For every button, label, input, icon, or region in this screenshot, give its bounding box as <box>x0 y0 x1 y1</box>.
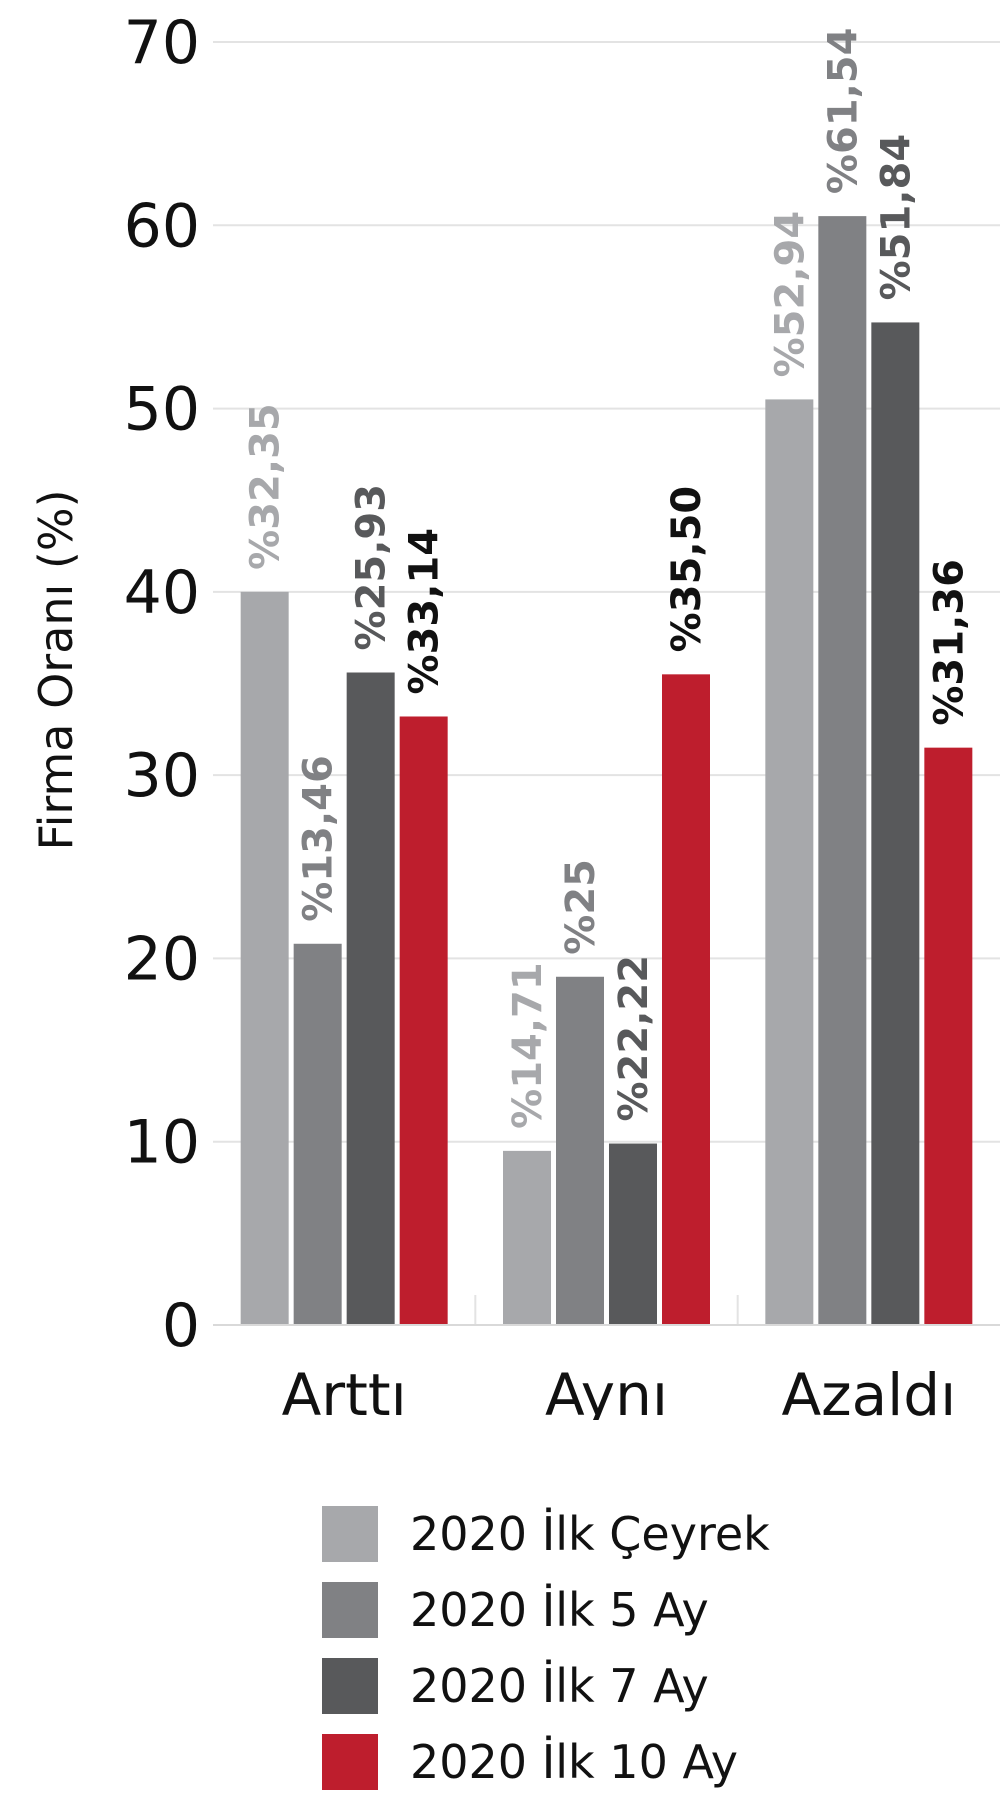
bar <box>871 322 920 1326</box>
data-label: %14,71 <box>505 962 551 1129</box>
legend-swatch-1 <box>322 1506 378 1562</box>
legend-label: 2020 İlk Çeyrek <box>410 1507 770 1561</box>
data-label: %33,14 <box>402 528 448 695</box>
data-label: %25,93 <box>349 484 395 651</box>
y-tick-label: 20 <box>124 924 200 994</box>
legend-label: 2020 İlk 10 Ay <box>410 1735 739 1789</box>
gridlines <box>213 41 1000 1325</box>
data-label: %51,84 <box>873 134 919 301</box>
data-label: %52,94 <box>767 211 813 378</box>
legend-label: 2020 İlk 5 Ay <box>410 1583 709 1637</box>
category-labels: Arttı Aynı Azaldı <box>282 1361 957 1420</box>
data-label: %61,54 <box>820 28 866 195</box>
bars <box>240 216 973 1326</box>
y-axis-ticks: 0 10 20 30 40 50 60 70 <box>124 8 200 1361</box>
data-label: %35,50 <box>664 486 710 653</box>
x-category-label: Aynı <box>545 1361 668 1420</box>
bar <box>399 716 448 1325</box>
data-label: %32,35 <box>243 403 289 570</box>
bar <box>765 399 814 1326</box>
x-category-label: Arttı <box>282 1361 407 1420</box>
bar <box>662 674 710 1325</box>
bar-chart: 0 10 20 30 40 50 60 70 Firma Oranı (%) %32,35 %1… <box>29 8 1000 1420</box>
legend-item: 2020 İlk Çeyrek <box>322 1496 770 1572</box>
y-tick-label: 40 <box>124 558 200 628</box>
legend-label: 2020 İlk 7 Ay <box>410 1659 709 1713</box>
y-tick-label: 60 <box>124 191 200 261</box>
y-axis-label: Firma Oranı (%) <box>29 489 83 850</box>
bar <box>556 976 604 1325</box>
bar <box>240 591 289 1325</box>
bar <box>293 943 342 1325</box>
bar <box>924 747 973 1325</box>
legend-item: 2020 İlk 10 Ay <box>322 1724 770 1800</box>
bar <box>818 216 867 1325</box>
data-labels: %32,35 %13,46 %25,93 %33,14 %14,71%25%22,22%… <box>243 28 973 1129</box>
legend-swatch-3 <box>322 1658 378 1714</box>
data-label: %13,46 <box>296 755 342 922</box>
data-label: %25 <box>558 859 604 955</box>
bar <box>503 1150 551 1325</box>
bar <box>609 1143 657 1325</box>
bar <box>346 672 395 1325</box>
y-tick-label: 70 <box>124 8 200 78</box>
y-tick-label: 50 <box>124 375 200 445</box>
legend-item: 2020 İlk 7 Ay <box>322 1648 770 1724</box>
legend: 2020 İlk Çeyrek 2020 İlk 5 Ay 2020 İlk 7… <box>322 1496 770 1800</box>
x-category-label: Azaldı <box>781 1361 956 1420</box>
y-tick-label: 0 <box>162 1291 200 1361</box>
data-label: %31,36 <box>926 559 972 726</box>
legend-swatch-2 <box>322 1582 378 1638</box>
y-tick-label: 10 <box>124 1108 200 1178</box>
y-tick-label: 30 <box>124 741 200 811</box>
legend-item: 2020 İlk 5 Ay <box>322 1572 770 1648</box>
data-label: %22,22 <box>611 955 657 1122</box>
legend-swatch-4 <box>322 1734 378 1790</box>
